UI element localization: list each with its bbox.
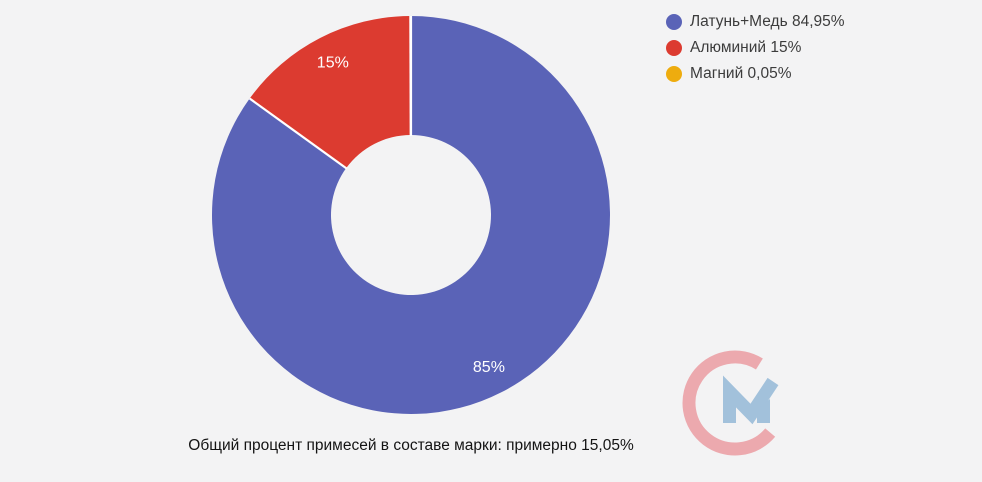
legend-item-0: Латунь+Медь 84,95% (666, 9, 845, 35)
legend-dot-icon (666, 66, 682, 82)
watermark-logo (682, 350, 779, 456)
legend-label: Латунь+Медь 84,95% (690, 13, 845, 30)
slice-separator-1 (248, 97, 348, 170)
legend-label: Магний 0,05% (690, 65, 792, 82)
donut-slice-1 (249, 16, 411, 169)
logo-m-check-icon (723, 375, 779, 425)
logo-c-ring-icon (682, 350, 776, 456)
slice-label-1: 15% (317, 54, 349, 71)
legend-item-1: Алюминий 15% (666, 35, 845, 61)
legend-item-2: Магний 0,05% (666, 61, 845, 87)
slice-separators (248, 15, 413, 170)
slice-label-0: 85% (473, 359, 505, 376)
donut-slice-0 (211, 16, 610, 414)
legend-dot-icon (666, 40, 682, 56)
legend-dot-icon (666, 14, 682, 30)
legend: Латунь+Медь 84,95% Алюминий 15% Магний 0,0… (666, 9, 845, 87)
logo-m-leg-icon (757, 399, 770, 423)
chart-caption: Общий процент примесей в составе марки: … (188, 437, 634, 454)
slice-labels: 85% 15% (317, 54, 505, 376)
legend-label: Алюминий 15% (690, 39, 802, 56)
